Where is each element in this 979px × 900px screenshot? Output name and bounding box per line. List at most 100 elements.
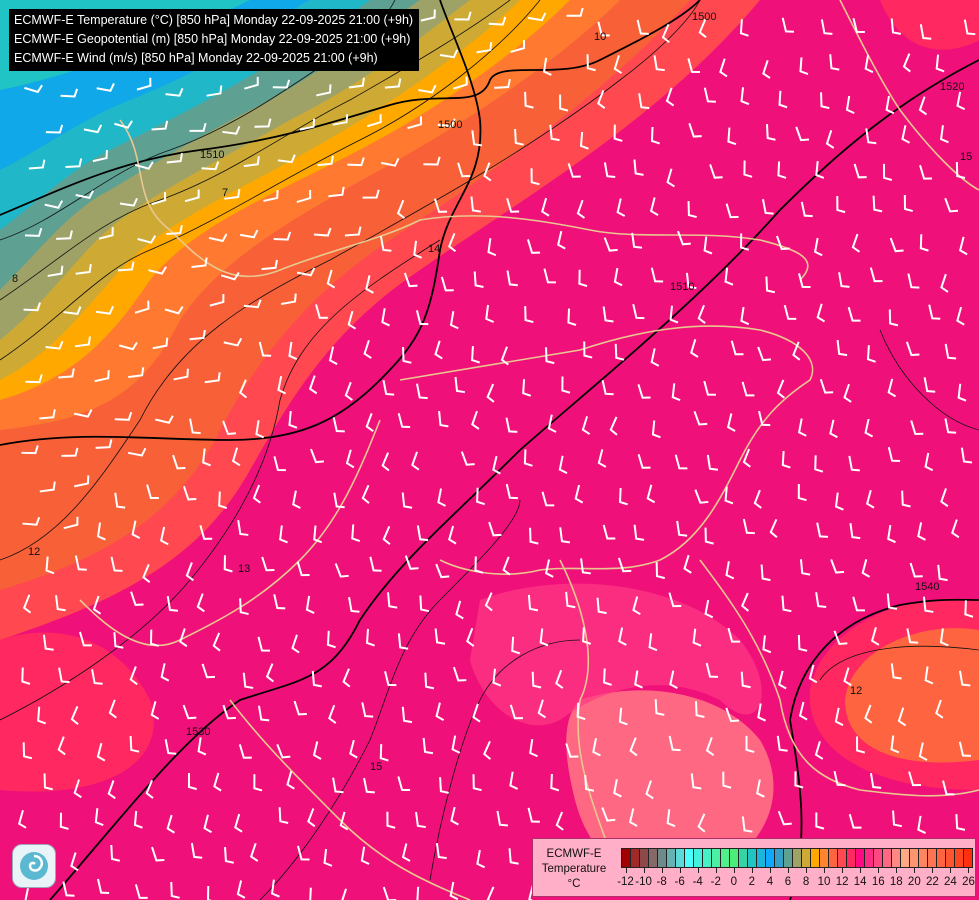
wind-barb <box>150 629 159 647</box>
wind-barb <box>815 161 825 179</box>
title-wind: ECMWF-E Wind (m/s) [850 hPa] Monday 22-0… <box>14 51 378 65</box>
wind-barb <box>92 150 108 163</box>
legend-title-unit: °C <box>567 878 581 890</box>
wind-barb <box>307 808 316 828</box>
wind-barb <box>119 341 138 351</box>
wind-barb <box>59 812 69 830</box>
legend-tick-label: 0 <box>730 876 738 888</box>
wind-barb <box>345 449 355 469</box>
wind-barb <box>433 198 448 213</box>
wind-barb <box>869 267 883 283</box>
wind-barb <box>344 226 362 237</box>
wind-barb <box>550 773 560 792</box>
wind-barb <box>829 419 838 439</box>
legend-swatch <box>865 849 874 867</box>
wind-barb <box>618 707 628 726</box>
wind-barb <box>592 737 601 757</box>
wind-barb <box>740 592 750 612</box>
wind-barb <box>452 666 467 682</box>
legend-swatch <box>694 849 703 867</box>
wind-barb <box>21 667 31 685</box>
wind-barb <box>63 516 79 530</box>
wind-barb <box>597 90 606 110</box>
wind-barb <box>549 124 560 142</box>
wind-barb <box>496 810 508 827</box>
wind-barb <box>940 273 949 293</box>
wind-barb <box>814 741 824 760</box>
wind-barb <box>45 124 64 134</box>
legend-swatch <box>874 849 883 867</box>
wind-barb <box>253 774 263 792</box>
wind-barb <box>740 233 750 251</box>
wind-barb <box>363 777 375 794</box>
wind-barb <box>777 810 792 826</box>
contour-label-1510: 1510 <box>200 149 224 161</box>
wind-barb <box>856 736 866 754</box>
legend-tick-label: 20 <box>907 876 921 888</box>
wind-barb <box>62 881 75 897</box>
wind-barb <box>326 630 336 649</box>
wind-barb <box>545 347 555 365</box>
wind-barb <box>629 737 638 757</box>
wind-barb <box>687 201 697 219</box>
legend-swatch <box>847 849 856 867</box>
wind-barb <box>918 96 928 116</box>
wind-barb <box>487 238 497 257</box>
wind-barb <box>909 562 923 578</box>
legend-swatch <box>730 849 739 867</box>
wind-barb <box>243 156 260 168</box>
wind-barb <box>703 236 713 255</box>
legend-tick <box>824 868 826 873</box>
wind-barb <box>488 16 507 26</box>
wind-barb <box>471 345 481 364</box>
wind-barb <box>724 267 734 286</box>
legend-tick-label: 18 <box>889 876 903 888</box>
wind-barb <box>799 57 809 76</box>
wind-barb <box>888 309 899 327</box>
wind-barb <box>561 376 571 394</box>
wind-barb <box>558 455 568 475</box>
wind-barb <box>897 707 907 727</box>
wind-barb <box>397 633 409 650</box>
wind-barb <box>447 233 457 253</box>
legend-colorbar <box>621 848 973 868</box>
wind-barb <box>958 741 971 757</box>
legend-tick <box>769 868 771 873</box>
wind-barb <box>963 19 976 36</box>
wind-barb <box>674 454 688 470</box>
wind-barb <box>917 522 926 541</box>
wind-barb <box>349 739 358 759</box>
wind-barb <box>361 484 370 504</box>
wind-barb <box>890 18 902 35</box>
wind-barb <box>908 771 922 787</box>
contour-label-1500-b: 1500 <box>438 119 462 131</box>
wind-barb <box>196 593 205 613</box>
wind-barb <box>887 378 897 398</box>
wind-barb <box>703 87 716 103</box>
wind-barb <box>907 273 920 289</box>
wind-barb <box>637 454 651 469</box>
contour-label-1540: 1540 <box>915 581 939 593</box>
wind-barb <box>344 381 353 401</box>
wind-barb <box>539 628 549 647</box>
wind-barb <box>698 19 707 39</box>
wind-barb <box>671 383 681 402</box>
wind-barb <box>382 886 397 900</box>
wind-barb <box>935 54 945 73</box>
wind-barb <box>276 743 291 759</box>
contour-label-15: 15 <box>370 761 382 773</box>
wind-barb <box>332 114 349 126</box>
wind-barb <box>201 161 220 171</box>
legend-swatch <box>766 849 775 867</box>
wind-barb <box>423 156 441 166</box>
wind-barb <box>381 452 390 472</box>
wind-barb <box>449 311 459 330</box>
borders <box>79 0 979 900</box>
legend-tick-label: 6 <box>784 876 792 888</box>
wind-barb <box>690 773 702 790</box>
wind-barb <box>676 520 688 537</box>
wind-barb <box>527 239 541 254</box>
wind-barb <box>439 49 459 59</box>
wind-barb <box>128 367 145 379</box>
